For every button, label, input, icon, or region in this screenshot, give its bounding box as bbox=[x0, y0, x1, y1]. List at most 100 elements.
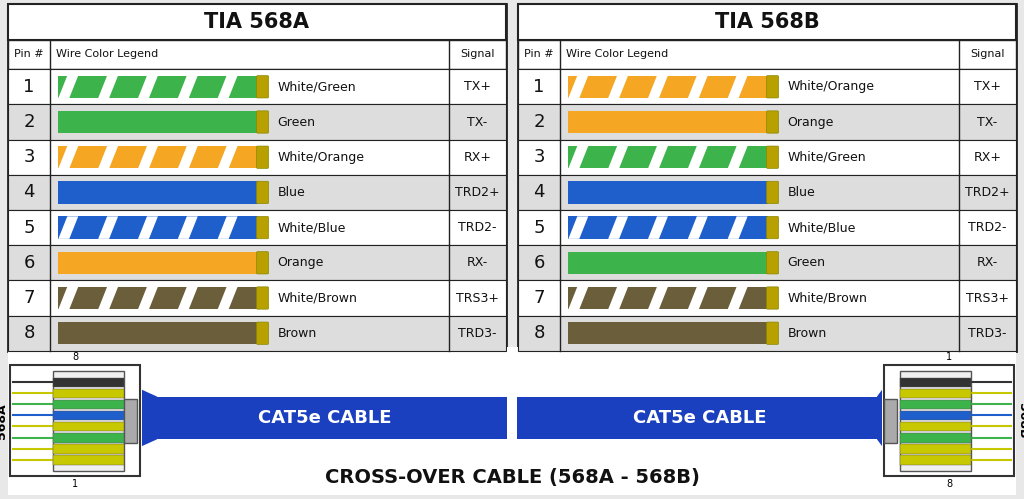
FancyBboxPatch shape bbox=[53, 422, 124, 432]
Text: 8: 8 bbox=[534, 324, 545, 342]
Polygon shape bbox=[688, 146, 708, 169]
FancyBboxPatch shape bbox=[900, 389, 971, 398]
FancyBboxPatch shape bbox=[900, 444, 971, 454]
Polygon shape bbox=[138, 146, 158, 169]
FancyBboxPatch shape bbox=[8, 210, 506, 245]
FancyBboxPatch shape bbox=[767, 76, 778, 98]
Polygon shape bbox=[58, 146, 78, 169]
Text: 6: 6 bbox=[534, 254, 545, 272]
FancyBboxPatch shape bbox=[58, 111, 257, 133]
FancyBboxPatch shape bbox=[53, 378, 124, 387]
FancyBboxPatch shape bbox=[58, 322, 257, 344]
Text: 4: 4 bbox=[24, 184, 35, 202]
Text: 568B: 568B bbox=[1016, 403, 1024, 439]
Text: 8: 8 bbox=[72, 352, 78, 362]
FancyBboxPatch shape bbox=[58, 251, 257, 274]
Polygon shape bbox=[138, 287, 158, 309]
FancyBboxPatch shape bbox=[518, 4, 1016, 351]
FancyBboxPatch shape bbox=[10, 365, 140, 477]
FancyBboxPatch shape bbox=[257, 322, 268, 344]
FancyBboxPatch shape bbox=[767, 251, 778, 274]
Text: RX+: RX+ bbox=[464, 151, 492, 164]
Polygon shape bbox=[138, 217, 158, 239]
FancyBboxPatch shape bbox=[900, 411, 971, 420]
FancyBboxPatch shape bbox=[257, 217, 268, 239]
FancyBboxPatch shape bbox=[8, 140, 506, 175]
FancyBboxPatch shape bbox=[58, 287, 257, 309]
FancyBboxPatch shape bbox=[8, 245, 506, 280]
Text: 1: 1 bbox=[534, 78, 545, 96]
FancyBboxPatch shape bbox=[518, 40, 1016, 69]
Polygon shape bbox=[138, 75, 158, 98]
FancyBboxPatch shape bbox=[124, 399, 137, 443]
FancyBboxPatch shape bbox=[568, 251, 768, 274]
FancyBboxPatch shape bbox=[8, 4, 506, 40]
FancyBboxPatch shape bbox=[142, 397, 507, 439]
Text: 6: 6 bbox=[24, 254, 35, 272]
Text: TRD2-: TRD2- bbox=[968, 221, 1007, 234]
FancyBboxPatch shape bbox=[8, 175, 506, 210]
Polygon shape bbox=[218, 146, 238, 169]
FancyBboxPatch shape bbox=[767, 322, 778, 344]
Text: CROSS-OVER CABLE (568A - 568B): CROSS-OVER CABLE (568A - 568B) bbox=[325, 468, 699, 487]
Text: TIA 568B: TIA 568B bbox=[715, 12, 819, 32]
FancyBboxPatch shape bbox=[900, 433, 971, 443]
Polygon shape bbox=[178, 146, 198, 169]
Polygon shape bbox=[608, 217, 628, 239]
FancyBboxPatch shape bbox=[900, 456, 971, 465]
Text: White/Blue: White/Blue bbox=[278, 221, 346, 234]
FancyBboxPatch shape bbox=[900, 378, 971, 387]
Text: White/Orange: White/Orange bbox=[278, 151, 365, 164]
Polygon shape bbox=[568, 146, 588, 169]
Polygon shape bbox=[218, 75, 238, 98]
Polygon shape bbox=[218, 217, 238, 239]
Polygon shape bbox=[728, 146, 748, 169]
Text: 1: 1 bbox=[946, 352, 952, 362]
Polygon shape bbox=[218, 287, 238, 309]
Text: 3: 3 bbox=[534, 148, 545, 166]
FancyBboxPatch shape bbox=[58, 75, 257, 98]
FancyBboxPatch shape bbox=[517, 397, 862, 439]
Text: Signal: Signal bbox=[970, 49, 1005, 59]
Text: White/Orange: White/Orange bbox=[787, 80, 874, 93]
Text: TX-: TX- bbox=[467, 115, 487, 129]
FancyBboxPatch shape bbox=[58, 146, 257, 169]
FancyBboxPatch shape bbox=[257, 181, 268, 204]
FancyBboxPatch shape bbox=[257, 287, 268, 309]
Polygon shape bbox=[648, 217, 668, 239]
Polygon shape bbox=[98, 146, 118, 169]
Text: 5: 5 bbox=[24, 219, 35, 237]
Polygon shape bbox=[58, 75, 78, 98]
FancyBboxPatch shape bbox=[53, 371, 124, 471]
Text: 3: 3 bbox=[24, 148, 35, 166]
Text: TRD3-: TRD3- bbox=[968, 327, 1007, 340]
Polygon shape bbox=[728, 287, 748, 309]
Polygon shape bbox=[688, 217, 708, 239]
Polygon shape bbox=[648, 146, 668, 169]
FancyBboxPatch shape bbox=[257, 146, 268, 168]
Polygon shape bbox=[608, 287, 628, 309]
Polygon shape bbox=[178, 287, 198, 309]
FancyBboxPatch shape bbox=[53, 411, 124, 420]
FancyBboxPatch shape bbox=[518, 210, 1016, 245]
Text: TRD2+: TRD2+ bbox=[455, 186, 500, 199]
FancyBboxPatch shape bbox=[8, 280, 506, 315]
FancyBboxPatch shape bbox=[53, 433, 124, 443]
Polygon shape bbox=[608, 75, 628, 98]
Text: CAT5e CABLE: CAT5e CABLE bbox=[633, 409, 766, 427]
FancyBboxPatch shape bbox=[767, 111, 778, 133]
FancyBboxPatch shape bbox=[53, 444, 124, 454]
Text: RX+: RX+ bbox=[974, 151, 1001, 164]
FancyBboxPatch shape bbox=[518, 315, 1016, 351]
FancyBboxPatch shape bbox=[152, 397, 507, 439]
Text: Pin #: Pin # bbox=[524, 49, 554, 59]
Text: TRD2+: TRD2+ bbox=[965, 186, 1010, 199]
FancyBboxPatch shape bbox=[518, 104, 1016, 140]
Text: TRS3+: TRS3+ bbox=[456, 291, 499, 304]
FancyBboxPatch shape bbox=[58, 217, 257, 239]
Polygon shape bbox=[688, 287, 708, 309]
Text: White/Green: White/Green bbox=[787, 151, 866, 164]
FancyBboxPatch shape bbox=[518, 175, 1016, 210]
Text: 2: 2 bbox=[24, 113, 35, 131]
FancyBboxPatch shape bbox=[53, 389, 124, 398]
